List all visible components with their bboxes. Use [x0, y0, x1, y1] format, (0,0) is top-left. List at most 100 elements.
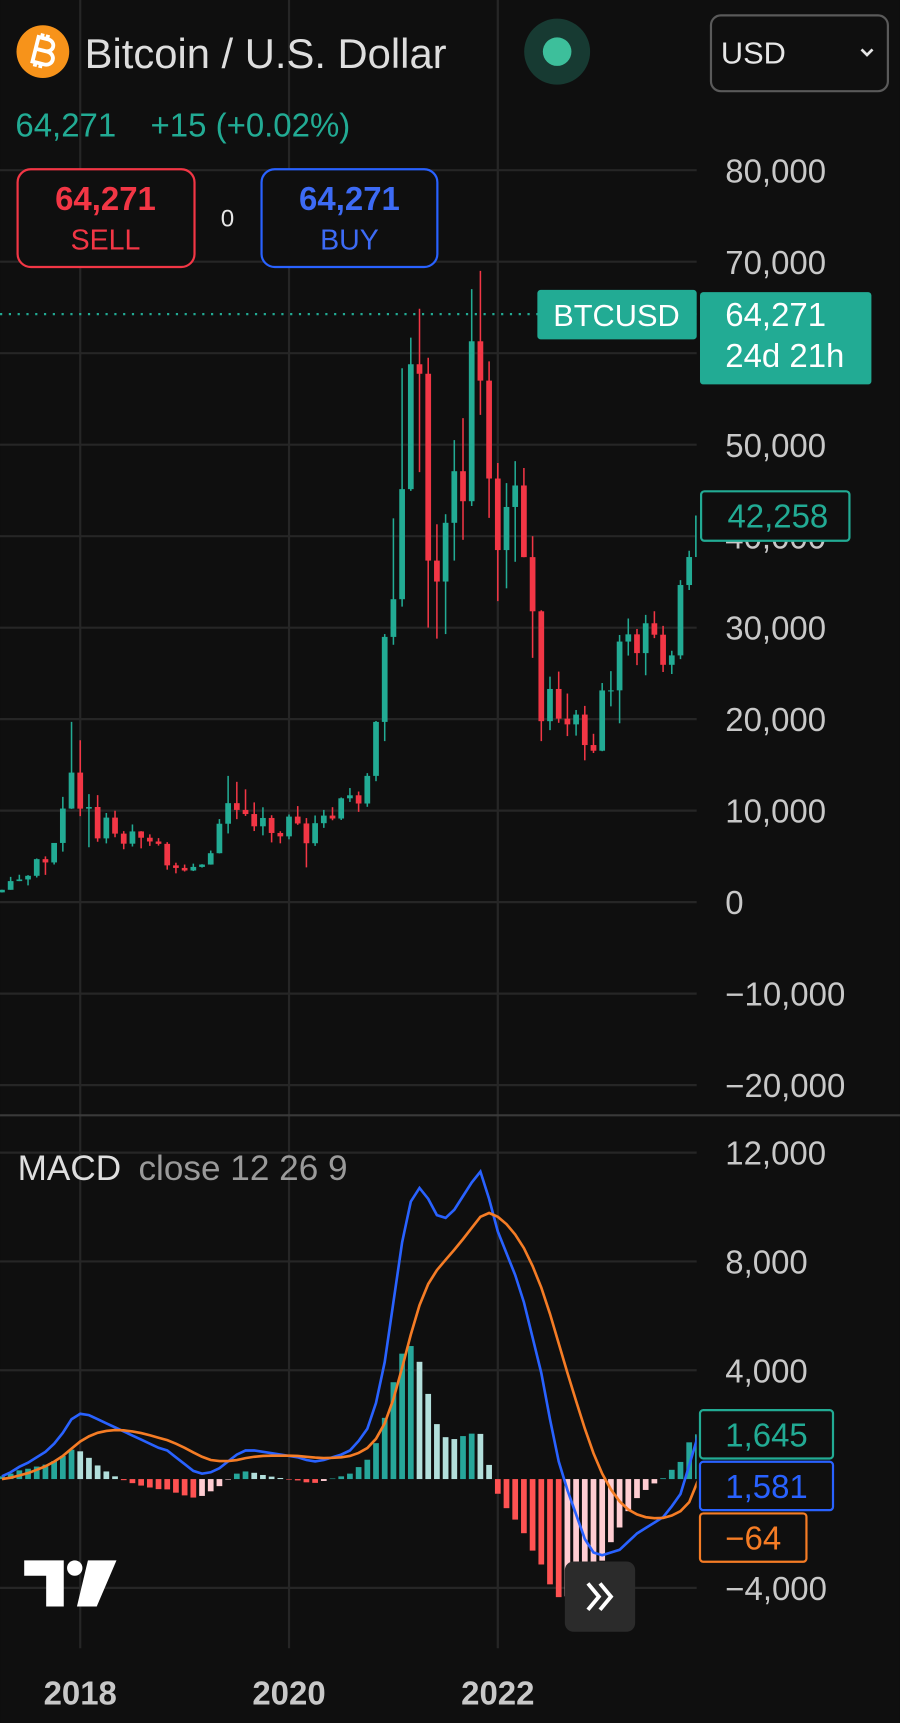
candle-body [16, 879, 23, 882]
candle-body [686, 557, 693, 586]
candle-body [59, 808, 66, 843]
buy-button[interactable]: 64,271 BUY [260, 168, 439, 269]
histogram-bar [451, 1439, 458, 1480]
y-tick-label: 80,000 [725, 152, 826, 189]
candle-body [494, 478, 501, 551]
candle-body [120, 833, 127, 844]
sell-price[interactable]: 64,271 [55, 180, 156, 217]
indicator-value-label: −64 [725, 1520, 781, 1557]
currency-select[interactable]: USD [709, 14, 889, 93]
candle-body [181, 867, 188, 871]
candle-body [416, 364, 423, 374]
candle-body [42, 859, 49, 863]
histogram-bar [68, 1449, 75, 1480]
histogram-bar [199, 1479, 205, 1496]
histogram-bar [538, 1479, 545, 1565]
price-change: +15 (+0.02%) [151, 106, 351, 143]
y-tick-label: 30,000 [725, 610, 826, 647]
x-tick-label: 2018 [44, 1674, 117, 1711]
candle-body [173, 865, 179, 868]
scroll-to-latest[interactable] [564, 1561, 636, 1632]
candle-body [146, 837, 153, 842]
candle-body [486, 380, 492, 479]
histogram-bar [207, 1479, 214, 1492]
candle-body [51, 842, 57, 863]
currency-select-box[interactable] [709, 14, 889, 93]
candle-body [373, 721, 379, 776]
candle-body [451, 471, 458, 523]
histogram-bar [486, 1464, 492, 1480]
candle-body [112, 817, 118, 834]
spread: 0 [221, 205, 234, 232]
histogram-bar [573, 1479, 579, 1593]
candle-body [442, 522, 449, 582]
candle-body [68, 772, 75, 809]
y-tick-label: 50,000 [725, 427, 826, 464]
histogram-bar [103, 1471, 110, 1480]
buy-label[interactable]: BUY [320, 224, 379, 256]
buy-price[interactable]: 64,271 [299, 180, 400, 217]
currency-label[interactable]: USD [721, 36, 786, 71]
candle-body [164, 843, 171, 866]
histogram-bar [94, 1465, 101, 1480]
x-tick-label: 2022 [461, 1674, 534, 1711]
countdown-label: 24d 21h [725, 337, 844, 374]
indicator-value-badge [698, 1512, 808, 1563]
histogram-bar [338, 1476, 345, 1480]
buy-box[interactable] [260, 168, 439, 269]
indicator-value-badge [698, 1409, 835, 1460]
histogram-bar [242, 1471, 249, 1480]
y-tick-label: 0 [725, 884, 743, 921]
candle-body [390, 599, 397, 637]
candle-body [242, 809, 249, 815]
candle-body [94, 806, 101, 839]
histogram-bar [7, 1473, 14, 1480]
candle-body [434, 560, 440, 582]
candle-body [103, 817, 110, 839]
last-close-badge [699, 490, 851, 542]
candle-body [460, 471, 466, 502]
histogram-bar [364, 1459, 371, 1480]
candle-body [33, 859, 40, 876]
sell-label[interactable]: SELL [71, 224, 141, 256]
histogram-bar [555, 1479, 562, 1598]
sell-button[interactable]: 64,271 SELL [16, 168, 196, 269]
candle-body [338, 798, 345, 819]
candle-body [129, 831, 136, 844]
histogram-bar [503, 1479, 510, 1509]
candle-body [425, 373, 432, 561]
histogram-bar [625, 1479, 632, 1512]
histogram-bar [468, 1433, 475, 1480]
double-chevron [586, 1582, 614, 1612]
sell-box[interactable] [16, 168, 196, 269]
indicator-value-label: 1,645 [725, 1416, 807, 1453]
candle-body [521, 485, 527, 558]
histogram-bar [399, 1353, 405, 1480]
histogram-bar [494, 1479, 501, 1494]
histogram-bar [181, 1479, 188, 1496]
histogram-bar [477, 1433, 484, 1480]
histogram-bar [651, 1479, 658, 1484]
candle-body [477, 341, 484, 381]
candle-body [503, 506, 510, 551]
histogram-bar [51, 1461, 57, 1480]
candle-body [25, 875, 31, 880]
histogram-bar [616, 1479, 623, 1528]
histogram-bar [381, 1417, 388, 1480]
bitcoin-icon [16, 25, 70, 79]
candle-body [555, 688, 562, 719]
price-badges: BTCUSD 64,271 24d 21h 42,258 1,645 1,581 −64 [537, 289, 872, 1563]
candle-body [199, 864, 205, 867]
candle-body [590, 745, 597, 751]
histogram-bar [442, 1437, 449, 1480]
histogram-bar [42, 1464, 49, 1480]
candle-body [616, 641, 623, 691]
y-tick-label: −10,000 [725, 976, 845, 1013]
histogram-bar [564, 1479, 571, 1597]
candle-body [581, 714, 588, 746]
candle-body [634, 634, 640, 654]
histogram-bar [320, 1479, 327, 1481]
histogram-bar [677, 1461, 684, 1480]
macd-line [1, 1168, 697, 1557]
histogram-bar [695, 1434, 697, 1480]
